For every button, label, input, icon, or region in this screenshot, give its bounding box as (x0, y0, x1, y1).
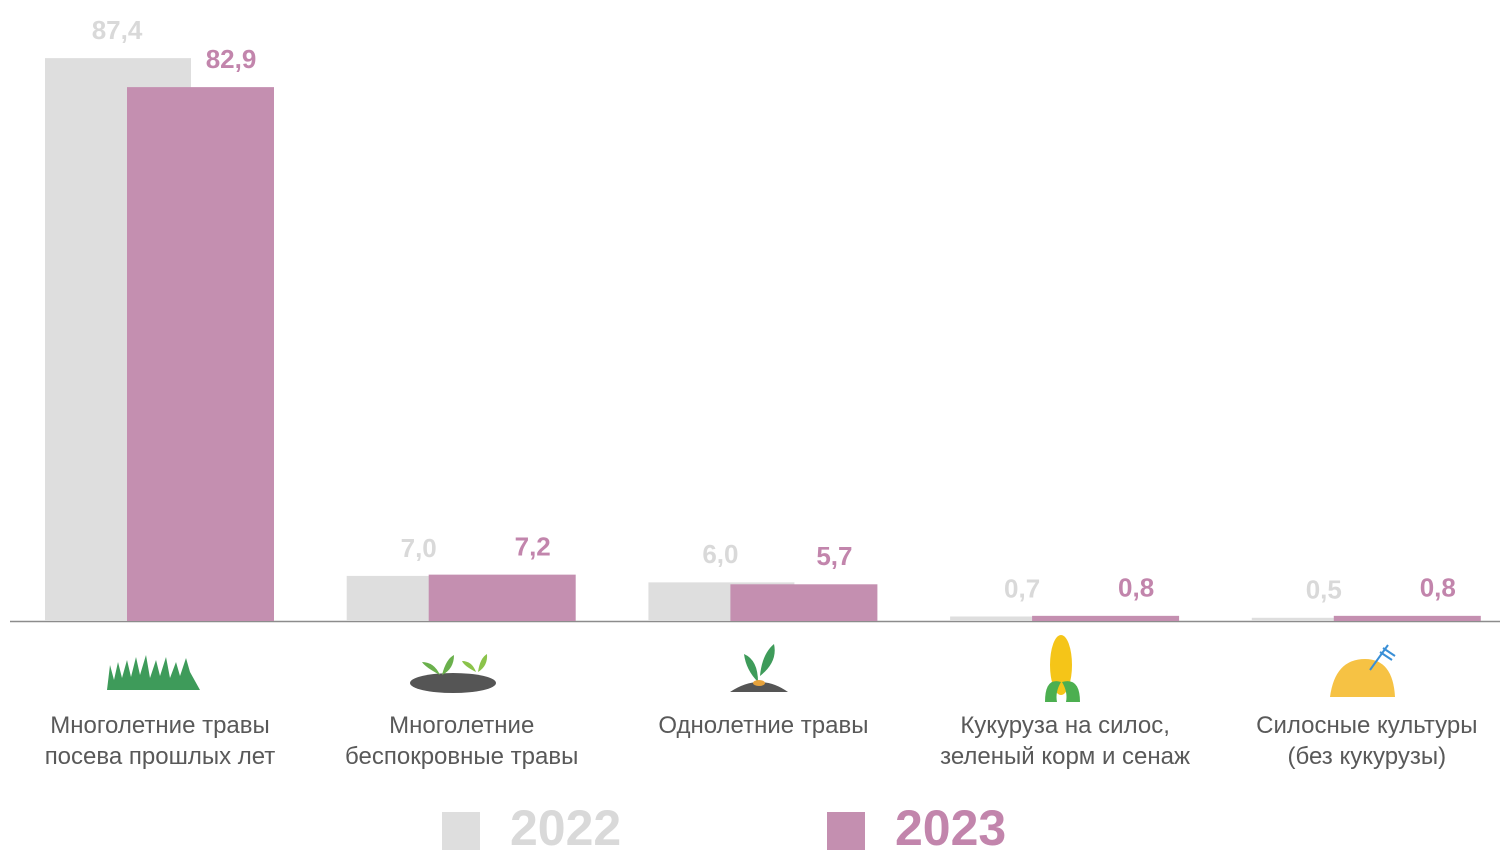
value-label: 0,8 (1118, 573, 1154, 603)
category-line: Кукуруза на силос, (960, 712, 1170, 739)
legend-swatch (827, 812, 865, 850)
category-line: (без кукурузы) (1288, 743, 1447, 770)
bar (730, 584, 878, 621)
icon-grass (107, 655, 200, 690)
category-label: Силосные культуры (без кукурузы) (1256, 712, 1477, 770)
icon-seedlings (410, 654, 496, 693)
value-label: 87,4 (92, 15, 143, 45)
category-label: Многолетние беспокровные травы (345, 712, 578, 770)
category-line: посева прошлых лет (45, 743, 276, 770)
icon-sprout (730, 644, 788, 692)
icon-corn (1045, 635, 1080, 702)
value-label: 82,9 (206, 44, 257, 74)
bar (127, 87, 274, 621)
bar (428, 574, 576, 621)
legend-label: 2022 (510, 800, 621, 852)
category-line: Многолетние (389, 712, 534, 739)
category-label: Кукуруза на силос, зеленый корм и сенаж (940, 712, 1190, 770)
value-label: 0,5 (1306, 575, 1342, 605)
bar (1251, 617, 1398, 621)
category-line: беспокровные травы (345, 743, 578, 770)
category-line: Многолетние травы (50, 712, 270, 739)
value-label: 7,0 (401, 533, 437, 563)
value-label: 0,7 (1004, 573, 1040, 603)
icon-silage (1330, 644, 1396, 697)
value-label: 5,7 (816, 541, 852, 571)
value-label: 7,2 (515, 532, 551, 562)
bar (1032, 615, 1180, 621)
category-label: Однолетние травы (658, 712, 868, 739)
category-line: Силосные культуры (1256, 712, 1477, 739)
bar (950, 616, 1097, 621)
legend-label: 2023 (895, 800, 1006, 852)
value-label: 6,0 (702, 539, 738, 569)
legend-swatch (442, 812, 480, 850)
category-label: Многолетние травы посева прошлых лет (45, 712, 276, 770)
category-line: зеленый корм и сенаж (940, 743, 1190, 770)
category-line: Однолетние травы (658, 712, 868, 739)
bar (1333, 615, 1481, 621)
value-label: 0,8 (1420, 573, 1456, 603)
